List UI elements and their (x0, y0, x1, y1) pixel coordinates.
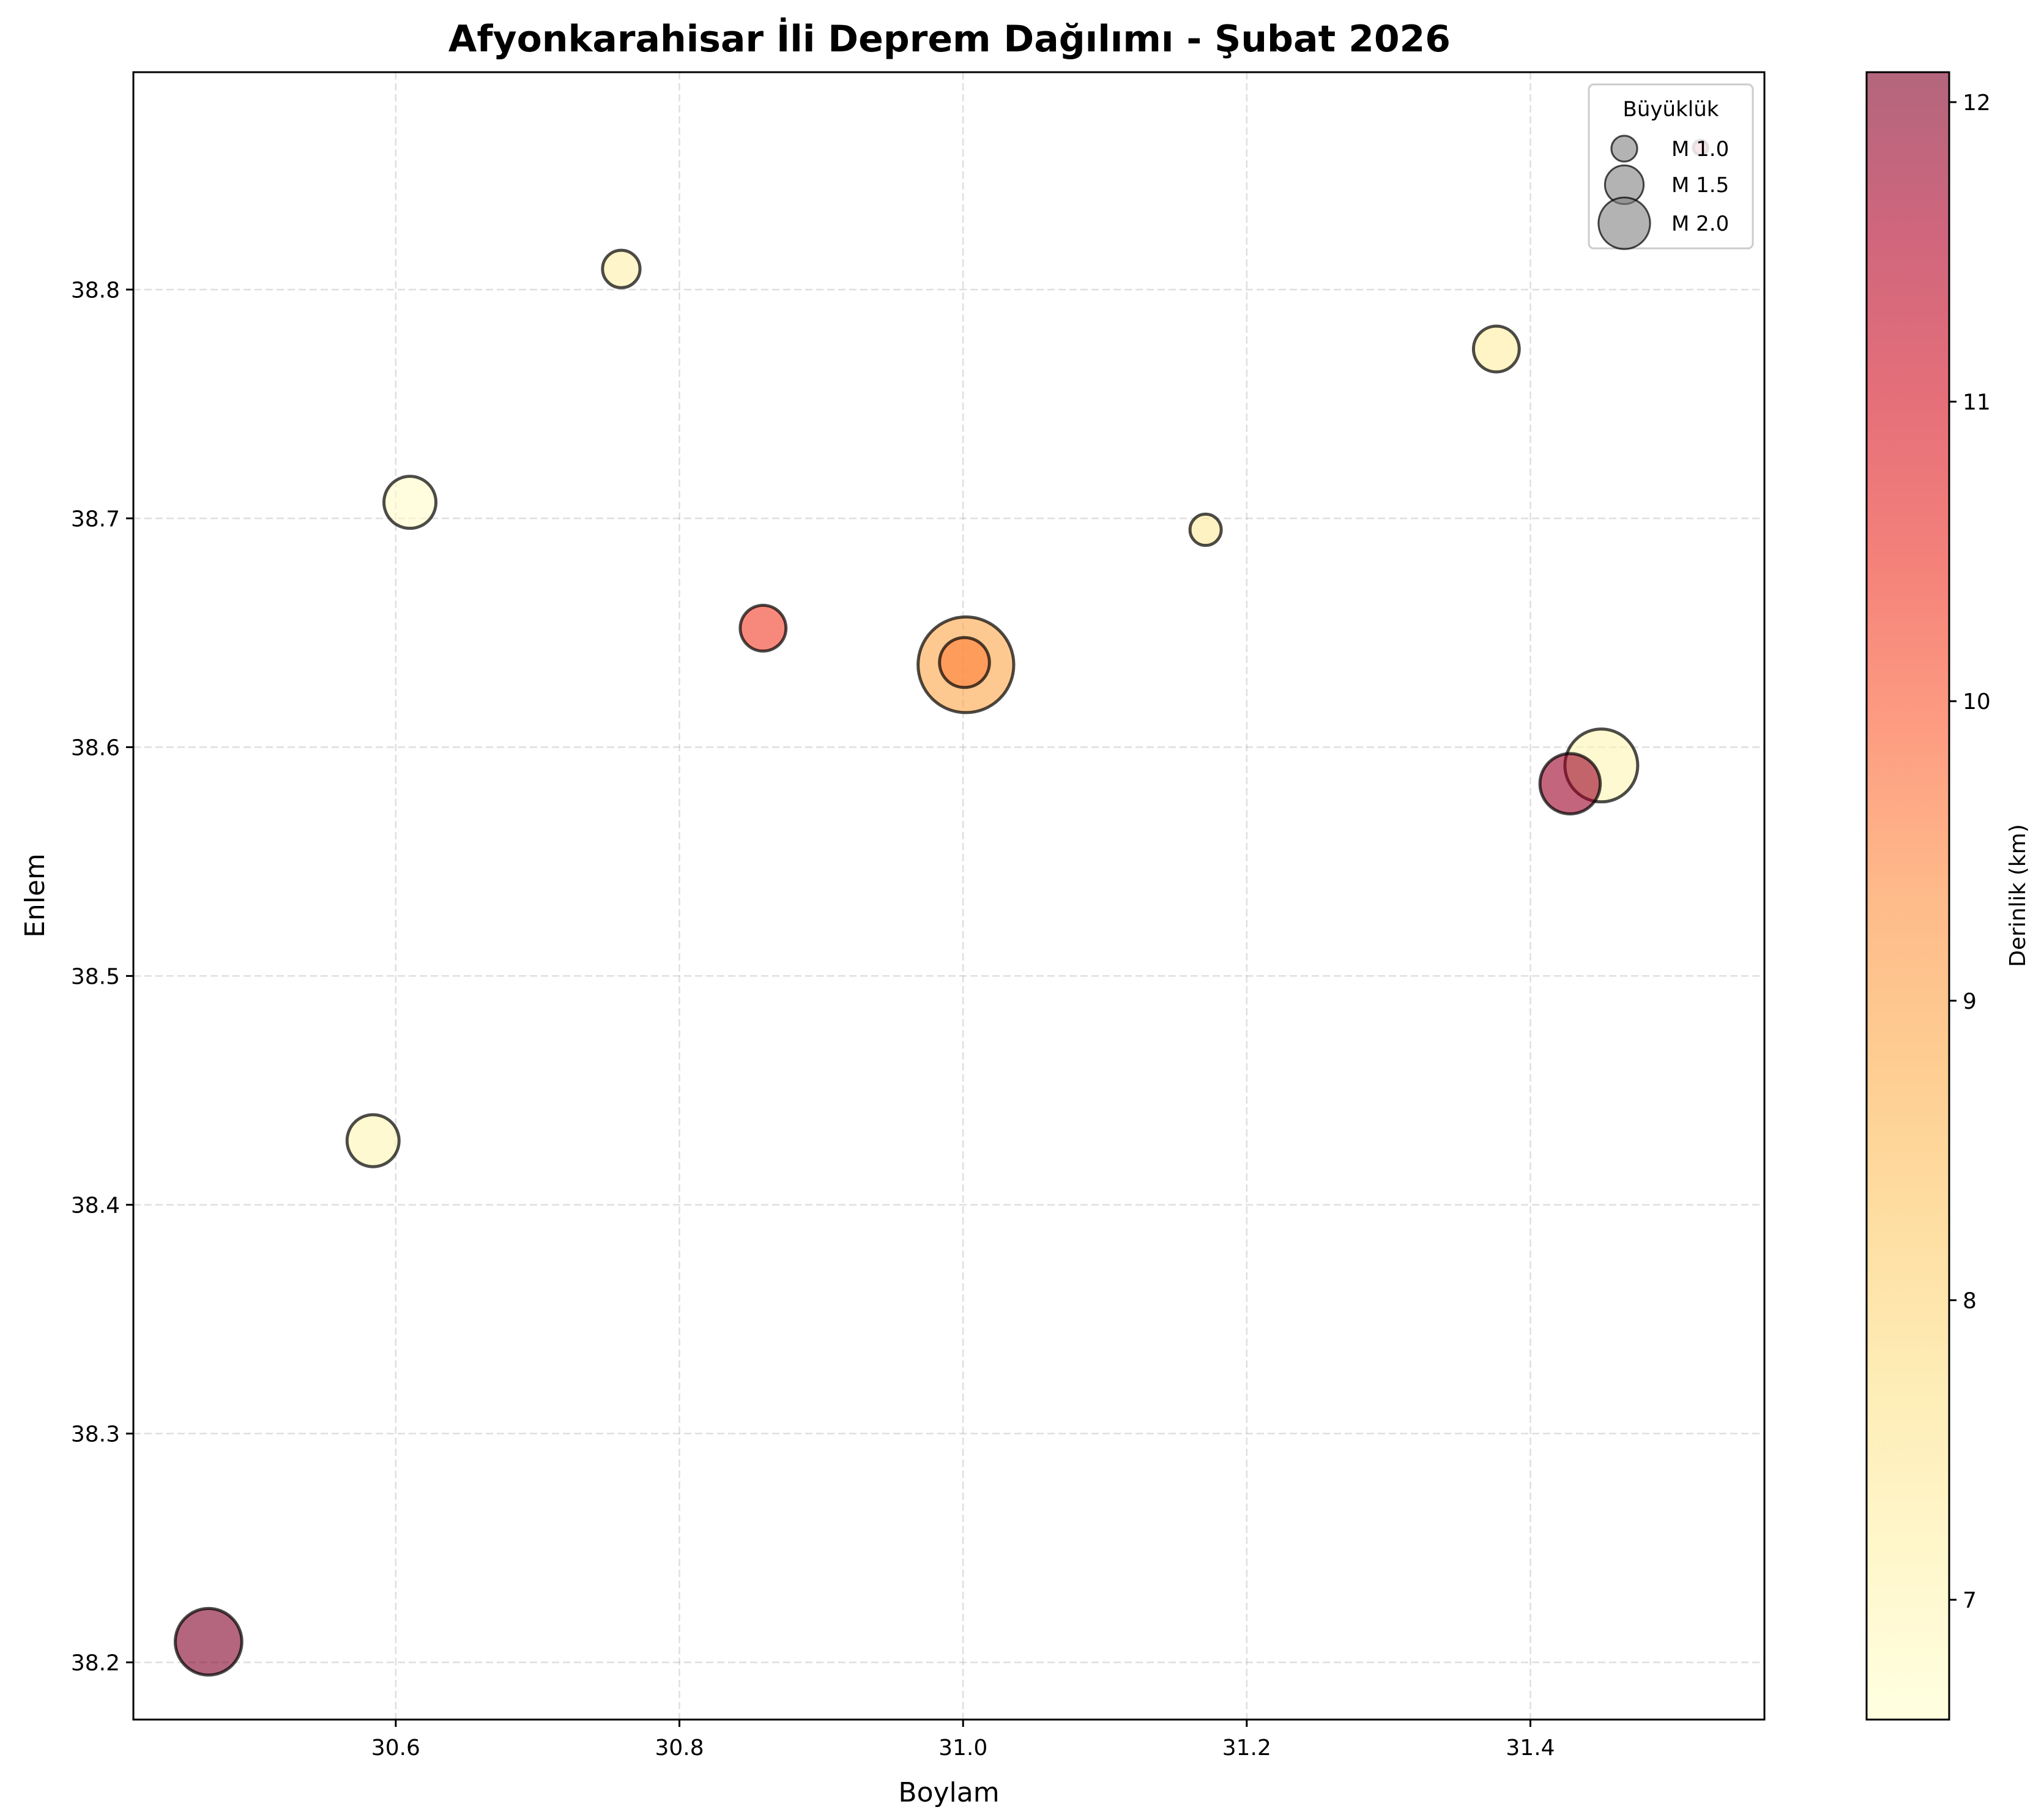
earthquake-point (1538, 752, 1602, 816)
earthquake-point (738, 603, 788, 653)
magnitude-legend: Büyüklük M 1.0 M 1.5 M 2.0 (1588, 83, 1754, 250)
x-axis-label: Boylam (898, 1777, 999, 1808)
x-tick-label: 30.6 (371, 1735, 420, 1761)
x-axis-ticks: 30.6 30.8 31.0 31.2 31.4 (371, 1720, 1555, 1761)
earthquake-point (938, 636, 991, 689)
y-tick-label: 38.2 (71, 1650, 120, 1676)
earthquake-point (382, 475, 438, 530)
chart-title: Afyonkarahisar İli Deprem Dağılımı - Şub… (448, 17, 1451, 61)
y-tick-label: 38.5 (71, 964, 120, 989)
depth-colorbar: 7 8 9 10 11 12 Derinlik (km) (1865, 71, 2031, 1721)
legend-entries: M 1.0 M 1.5 M 2.0 (1597, 135, 1729, 250)
colorbar-tick-label: 12 (1963, 91, 1991, 116)
colorbar-tick-label: 10 (1963, 689, 1991, 714)
colorbar-bar (1865, 71, 1950, 1721)
colorbar-tick-label: 11 (1963, 390, 1991, 415)
x-tick-label: 30.8 (655, 1735, 704, 1761)
y-axis-label: Enlem (20, 853, 51, 938)
y-tick-label: 38.3 (71, 1422, 120, 1447)
legend-marker (1610, 135, 1638, 163)
grid-lines (133, 72, 1764, 1720)
y-tick-label: 38.8 (71, 278, 120, 303)
legend-marker (1597, 196, 1651, 250)
x-tick-label: 31.0 (938, 1735, 987, 1761)
y-tick-label: 38.6 (71, 735, 120, 760)
legend-label: M 1.5 (1671, 173, 1729, 198)
y-tick-label: 38.7 (71, 507, 120, 532)
earthquake-point (1471, 324, 1521, 374)
earthquake-point (173, 1606, 243, 1677)
earthquake-point (601, 248, 642, 289)
x-tick-label: 31.4 (1506, 1735, 1555, 1761)
earthquake-point (345, 1113, 401, 1168)
colorbar-tick-label: 9 (1963, 989, 1977, 1014)
legend-label: M 1.0 (1671, 137, 1729, 161)
earthquake-point (1188, 513, 1223, 547)
legend-title: Büyüklük (1623, 97, 1719, 122)
colorbar-tick-label: 8 (1963, 1289, 1977, 1314)
colorbar-ticks: 7 8 9 10 11 12 (1949, 91, 1991, 1613)
y-axis-ticks: 38.2 38.3 38.4 38.5 38.6 38.7 38.8 (71, 278, 133, 1676)
colorbar-tick-label: 7 (1963, 1588, 1977, 1613)
plot-frame (132, 71, 1766, 1721)
legend-label: M 2.0 (1671, 212, 1729, 236)
data-points (173, 139, 1710, 1677)
x-tick-label: 31.2 (1222, 1735, 1271, 1761)
colorbar-label: Derinlik (km) (2005, 824, 2031, 967)
y-tick-label: 38.4 (71, 1193, 120, 1218)
